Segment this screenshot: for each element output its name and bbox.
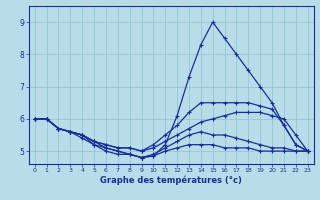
X-axis label: Graphe des températures (°c): Graphe des températures (°c) xyxy=(100,176,242,185)
